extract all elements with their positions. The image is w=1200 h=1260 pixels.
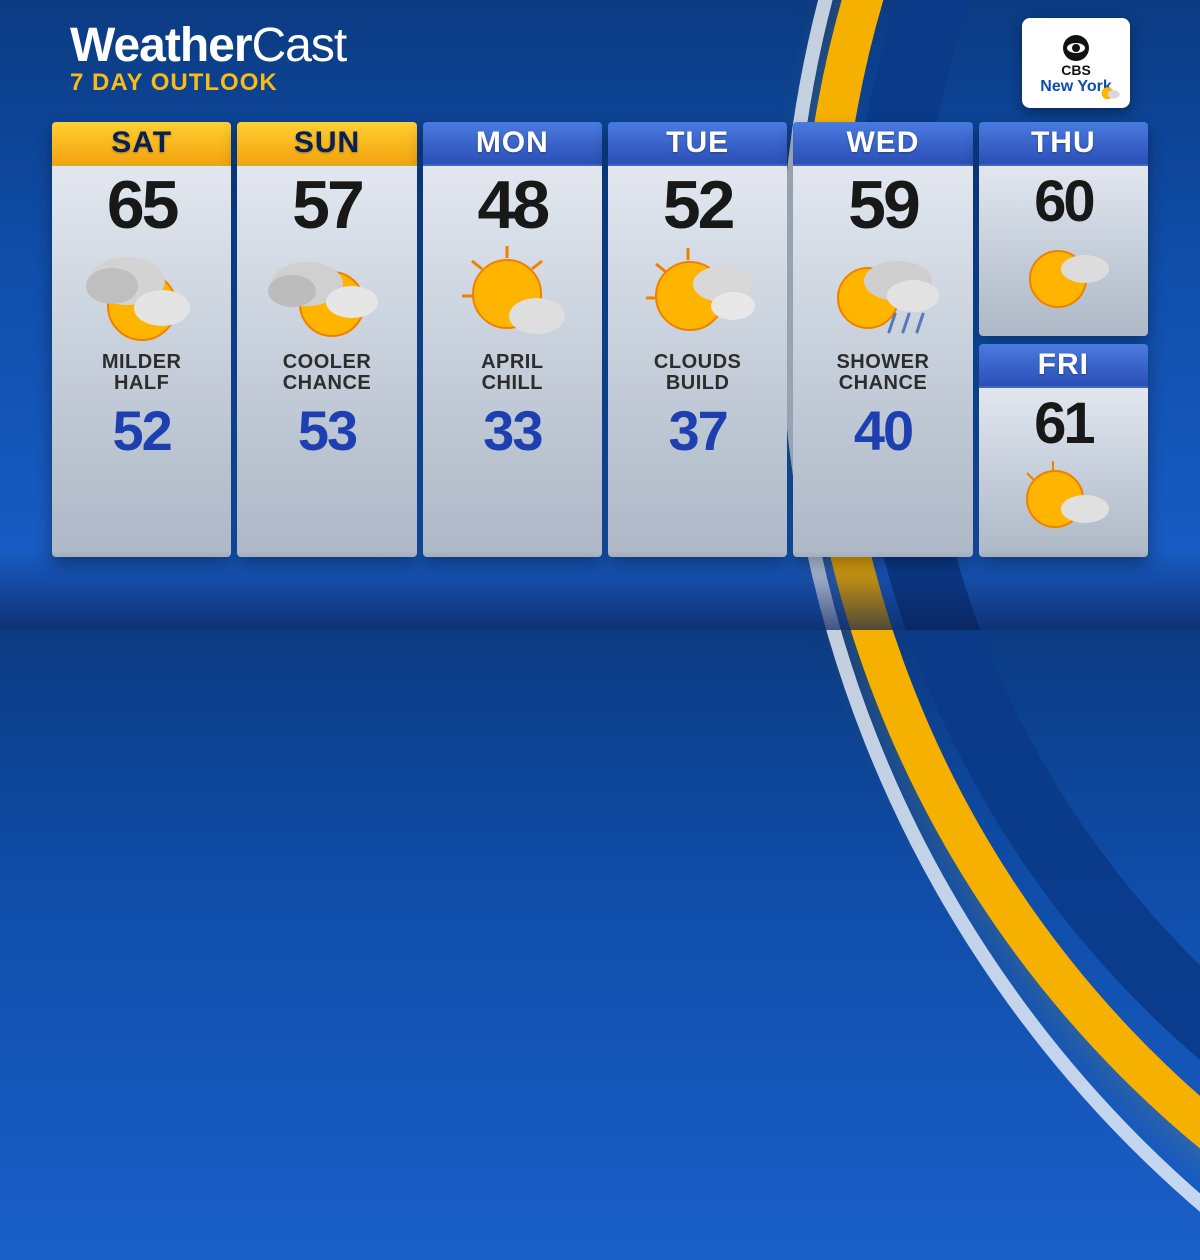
low-temp: 52 bbox=[113, 398, 171, 463]
high-temp: 60 bbox=[1034, 168, 1093, 235]
forecast-desc: APRIL CHILL bbox=[481, 352, 544, 396]
partly-sunny-icon bbox=[628, 236, 768, 346]
low-temp: 53 bbox=[298, 398, 356, 463]
forecast-desc: MILDER HALF bbox=[102, 352, 182, 396]
floor-reflection bbox=[0, 550, 1200, 630]
title-subtitle: 7 DAY OUTLOOK bbox=[70, 69, 346, 97]
cbs-eye-icon bbox=[1063, 35, 1089, 61]
title-weather: Weather bbox=[70, 19, 252, 72]
day-header: TUE bbox=[608, 122, 787, 166]
forecast-desc: CLOUDS BUILD bbox=[654, 352, 741, 396]
logo-cbs-text: CBS bbox=[1061, 62, 1091, 78]
title-cast: Cast bbox=[252, 19, 347, 72]
forecast-board: SAT 65 MILDER HALF 52 SUN 57 COOLER CHAN… bbox=[52, 122, 1148, 557]
mostly-cloudy-icon bbox=[257, 236, 397, 346]
partly-sunny-icon bbox=[1003, 229, 1123, 319]
forecast-col: MON 48 APRIL CHILL 33 bbox=[423, 122, 602, 557]
day-body: 59 SHOWER CHANCE 40 bbox=[793, 166, 972, 557]
forecast-col: WED 59 SHOWER CHANCE 40 bbox=[793, 122, 972, 557]
day-label: SAT bbox=[111, 126, 172, 160]
day-label: WED bbox=[846, 126, 919, 160]
forecast-side-card: THU 60 bbox=[979, 122, 1148, 336]
low-temp: 37 bbox=[669, 398, 727, 463]
logo-sun-icon bbox=[1098, 80, 1122, 104]
day-body: 61 bbox=[979, 388, 1148, 558]
high-temp: 57 bbox=[292, 166, 362, 244]
high-temp: 59 bbox=[848, 166, 918, 244]
day-label: TUE bbox=[666, 126, 729, 160]
day-label: MON bbox=[476, 126, 549, 160]
station-logo: CBS New York bbox=[1022, 18, 1130, 108]
forecast-desc: SHOWER CHANCE bbox=[836, 352, 929, 396]
title-block: WeatherCast 7 DAY OUTLOOK bbox=[70, 18, 346, 97]
high-temp: 65 bbox=[107, 166, 177, 244]
day-header: SUN bbox=[237, 122, 416, 166]
low-temp: 33 bbox=[483, 398, 541, 463]
day-header: THU bbox=[979, 122, 1148, 166]
low-temp: 40 bbox=[854, 398, 912, 463]
high-temp: 48 bbox=[478, 166, 548, 244]
high-temp: 52 bbox=[663, 166, 733, 244]
day-label: SUN bbox=[294, 126, 360, 160]
forecast-side-card: FRI 61 bbox=[979, 344, 1148, 558]
header: WeatherCast 7 DAY OUTLOOK CBS New York bbox=[70, 18, 1130, 108]
forecast-col: TUE 52 CLOUDS BUILD 37 bbox=[608, 122, 787, 557]
day-header: SAT bbox=[52, 122, 231, 166]
high-temp: 61 bbox=[1034, 390, 1093, 457]
forecast-desc: COOLER CHANCE bbox=[283, 352, 372, 396]
mostly-cloudy-icon bbox=[72, 236, 212, 346]
day-body: 60 bbox=[979, 166, 1148, 336]
partly-sunny-icon bbox=[442, 236, 582, 346]
showers-icon bbox=[813, 236, 953, 346]
forecast-side-column: THU 60 FRI 61 bbox=[979, 122, 1148, 557]
forecast-col: SAT 65 MILDER HALF 52 bbox=[52, 122, 231, 557]
day-body: 57 COOLER CHANCE 53 bbox=[237, 166, 416, 557]
title-main: WeatherCast bbox=[70, 18, 346, 73]
day-body: 65 MILDER HALF 52 bbox=[52, 166, 231, 557]
forecast-col: SUN 57 COOLER CHANCE 53 bbox=[237, 122, 416, 557]
partly-sunny-icon bbox=[1003, 451, 1123, 541]
day-header: MON bbox=[423, 122, 602, 166]
day-label: FRI bbox=[1038, 348, 1089, 382]
day-label: THU bbox=[1031, 126, 1096, 160]
day-body: 52 CLOUDS BUILD 37 bbox=[608, 166, 787, 557]
day-header: FRI bbox=[979, 344, 1148, 388]
day-body: 48 APRIL CHILL 33 bbox=[423, 166, 602, 557]
day-header: WED bbox=[793, 122, 972, 166]
